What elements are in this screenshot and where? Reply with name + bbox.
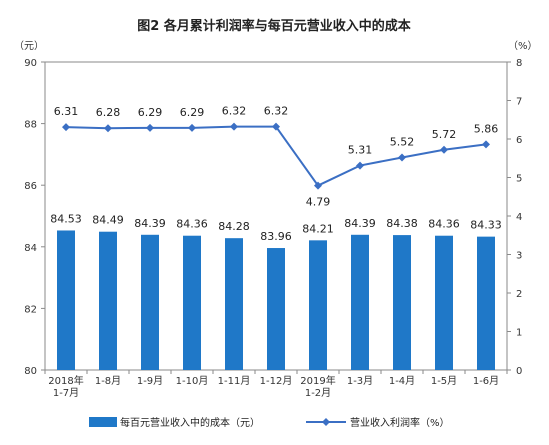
bar — [267, 248, 285, 370]
x-axis-tick-label: 1-7月 — [53, 387, 79, 399]
bar-value-label: 84.36 — [176, 218, 208, 231]
left-axis-tick-label: 86 — [24, 181, 37, 192]
chart-title: 图2 各月累计利润率与每百元营业收入中的成本 — [137, 18, 411, 34]
x-axis-tick-label: 1-8月 — [95, 375, 121, 387]
left-axis-tick-label: 90 — [24, 58, 37, 69]
line-point — [146, 123, 154, 132]
bar — [351, 234, 369, 370]
line-point — [272, 122, 280, 131]
bar-value-label: 84.53 — [50, 212, 82, 225]
bar — [141, 234, 159, 370]
bar-value-label: 84.39 — [134, 217, 166, 230]
line-value-label: 5.52 — [390, 135, 415, 148]
right-axis-tick-label: 0 — [516, 366, 522, 377]
bar-value-label: 84.39 — [344, 217, 376, 230]
left-axis-tick-label: 82 — [24, 304, 37, 315]
legend-line-marker — [322, 418, 330, 426]
line-point — [230, 122, 238, 131]
right-axis-tick-label: 5 — [516, 174, 522, 185]
profit-rate-line — [65, 125, 487, 187]
x-axis-tick-label: 1-10月 — [176, 375, 209, 387]
line-point — [356, 161, 364, 170]
legend-bar-label: 每百元营业收入中的成本（元） — [120, 416, 260, 429]
line-value-label: 5.72 — [432, 128, 457, 141]
line-value-label: 6.29 — [138, 106, 163, 119]
bar — [57, 230, 75, 370]
right-axis-tick-label: 1 — [516, 328, 522, 339]
bar — [225, 238, 243, 370]
x-axis-tick-label: 1-6月 — [473, 375, 499, 387]
right-axis-tick-label: 4 — [516, 212, 522, 223]
line-value-label: 6.29 — [180, 106, 205, 119]
bar — [99, 231, 117, 370]
left-axis-tick-label: 80 — [24, 366, 37, 377]
bar-value-label: 83.96 — [260, 230, 292, 243]
line-point — [104, 124, 112, 133]
left-axis-unit: （元） — [14, 40, 44, 52]
line-value-label: 6.31 — [54, 105, 79, 118]
left-axis-tick-label: 88 — [24, 120, 37, 131]
bar-value-label: 84.28 — [218, 220, 250, 233]
line-point — [314, 181, 322, 190]
right-axis-tick-label: 3 — [516, 251, 522, 262]
x-axis-tick-label: 2019年 — [300, 374, 335, 387]
right-axis-unit: （%） — [508, 40, 538, 52]
right-axis-tick-label: 8 — [516, 58, 522, 69]
bar — [183, 235, 201, 370]
x-axis-tick-label: 1-5月 — [431, 375, 457, 387]
line-value-label: 5.31 — [348, 144, 373, 157]
bar-value-label: 84.49 — [92, 214, 124, 227]
bar-value-label: 84.33 — [470, 219, 502, 232]
right-axis-tick-label: 7 — [516, 97, 522, 108]
bar-value-label: 84.38 — [386, 217, 418, 230]
bar — [435, 235, 453, 370]
line-value-label: 4.79 — [306, 196, 331, 209]
x-axis-tick-label: 1-11月 — [218, 375, 251, 387]
x-axis-tick-label: 1-2月 — [305, 387, 331, 399]
x-axis-tick-label: 1-12月 — [260, 375, 293, 387]
left-axis-tick-label: 84 — [24, 243, 37, 254]
x-axis-tick-label: 1-9月 — [137, 375, 163, 387]
bar — [309, 240, 327, 370]
line-value-label: 6.32 — [222, 105, 247, 118]
legend-bar-swatch — [89, 417, 117, 427]
bar-value-label: 84.21 — [302, 222, 334, 235]
legend: 每百元营业收入中的成本（元） 营业收入利润率（%） — [89, 416, 450, 429]
line-point — [482, 140, 490, 149]
right-axis-tick-label: 6 — [516, 135, 522, 146]
bar — [477, 236, 495, 370]
bar-value-label: 84.36 — [428, 218, 460, 231]
right-axis-tick-label: 2 — [516, 289, 522, 300]
line-point — [398, 153, 406, 162]
line-value-label: 6.28 — [96, 106, 121, 119]
x-axis-tick-label: 1-4月 — [389, 375, 415, 387]
line-value-label: 6.32 — [264, 105, 289, 118]
x-axis-tick-label: 1-3月 — [347, 375, 373, 387]
line-point — [188, 123, 196, 132]
line-point — [62, 123, 70, 132]
legend-line-label: 营业收入利润率（%） — [350, 416, 450, 429]
line-point — [440, 145, 448, 154]
x-axis-tick-label: 2018年 — [48, 374, 83, 387]
line-value-label: 5.86 — [474, 122, 499, 135]
bar — [393, 235, 411, 370]
